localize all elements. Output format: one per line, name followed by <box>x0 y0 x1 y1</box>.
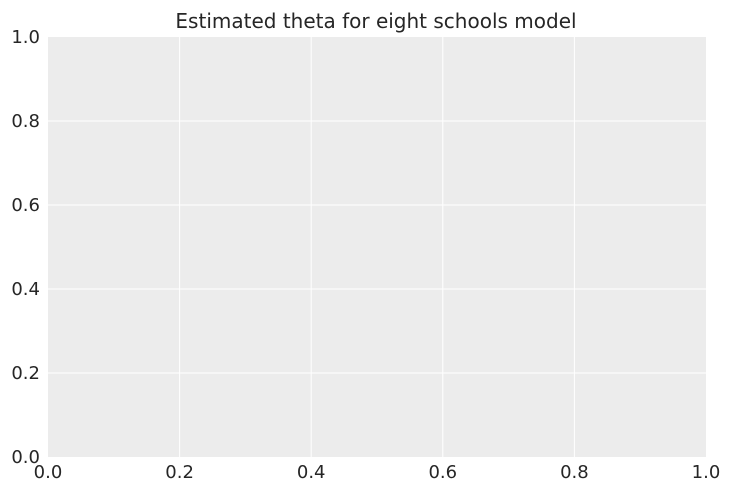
x-tick-label: 1.0 <box>692 462 721 483</box>
x-axis-ticks: 0.0 0.2 0.4 0.6 0.8 1.0 <box>34 462 721 483</box>
x-tick-label: 0.2 <box>165 462 194 483</box>
x-tick-label: 0.6 <box>428 462 457 483</box>
y-axis-ticks: 0.0 0.2 0.4 0.6 0.8 1.0 <box>11 27 40 468</box>
y-tick-label: 0.6 <box>11 195 40 216</box>
x-gridlines <box>179 37 575 457</box>
y-tick-label: 0.2 <box>11 363 40 384</box>
y-gridlines <box>48 120 706 374</box>
x-tick-label: 0.0 <box>34 462 63 483</box>
x-tick-label: 0.4 <box>297 462 326 483</box>
y-tick-label: 0.4 <box>11 279 40 300</box>
plot-area <box>48 37 706 457</box>
chart-title: Estimated theta for eight schools model <box>175 9 576 33</box>
x-tick-label: 0.8 <box>560 462 589 483</box>
y-tick-label: 0.0 <box>11 447 40 468</box>
y-tick-label: 1.0 <box>11 27 40 48</box>
y-tick-label: 0.8 <box>11 111 40 132</box>
